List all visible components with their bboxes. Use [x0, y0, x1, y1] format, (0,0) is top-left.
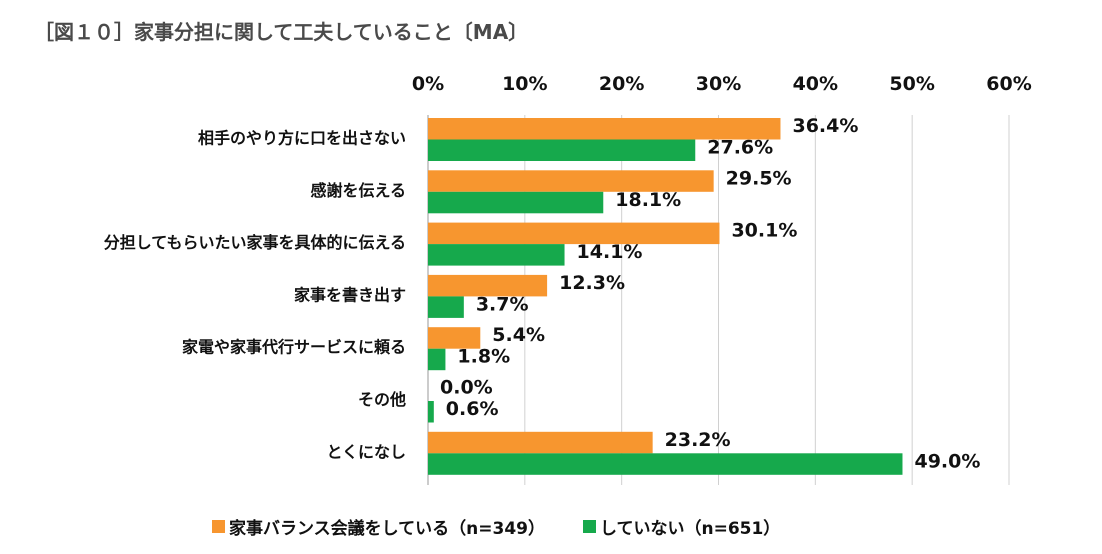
bar-series2 [428, 453, 903, 475]
bar-series1 [428, 170, 714, 192]
category-label: その他 [358, 390, 406, 409]
legend-label-series1: 家事バランス会議をしている（n=349） [229, 519, 545, 539]
data-label-series1: 5.4% [492, 324, 545, 346]
category-label: 家電や家事代行サービスに頼る [182, 338, 406, 357]
x-tick-label: 50% [889, 73, 934, 95]
bar-series1 [428, 431, 653, 454]
data-label-series1: 0.0% [440, 377, 493, 399]
data-label-series1: 36.4% [792, 115, 858, 137]
category-label: 分担してもらいたい家事を具体的に伝える [104, 233, 406, 252]
bar-series2 [428, 139, 696, 161]
x-tick-label: 0% [412, 73, 444, 95]
data-label-series1: 12.3% [559, 272, 625, 294]
bar-series2 [428, 401, 434, 423]
data-label-series2: 0.6% [446, 398, 499, 420]
bar-series1 [428, 118, 781, 140]
data-label-series2: 49.0% [914, 450, 980, 472]
category-label: とくになし [326, 442, 406, 461]
x-tick-label: 10% [502, 73, 547, 95]
x-tick-label: 40% [793, 73, 838, 95]
bar-series2 [428, 191, 604, 214]
bar-series2 [428, 296, 464, 318]
bar-series2 [428, 244, 565, 266]
legend: 家事バランス会議をしている（n=349） していない（n=651） [212, 514, 780, 539]
legend-swatch-series1 [212, 520, 225, 533]
bar-series2 [428, 348, 446, 371]
x-tick-label: 30% [696, 73, 741, 95]
legend-item-series1: 家事バランス会議をしている（n=349） [212, 514, 545, 539]
bar-series1 [428, 222, 720, 245]
data-label-series1: 30.1% [731, 220, 797, 242]
data-label-series2: 1.8% [457, 346, 510, 368]
category-label: 相手のやり方に口を出さない [198, 129, 406, 148]
chart-title: ［図１０］家事分担に関して工夫していること〔MA〕 [34, 20, 529, 44]
data-label-series2: 3.7% [476, 293, 529, 315]
category-label: 家事を書き出す [294, 285, 406, 304]
data-label-series2: 18.1% [615, 189, 681, 211]
bar-series1 [428, 327, 481, 349]
category-label: 感謝を伝える [310, 181, 406, 200]
data-label-series2: 14.1% [577, 241, 643, 263]
x-tick-label: 60% [986, 73, 1031, 95]
data-label-series1: 29.5% [726, 167, 792, 189]
legend-item-series2: していない（n=651） [582, 514, 781, 539]
bar-series1 [428, 274, 548, 297]
data-label-series1: 23.2% [665, 429, 731, 451]
legend-swatch-series2 [582, 520, 596, 533]
data-label-series2: 27.6% [707, 137, 773, 159]
legend-label-series2: していない（n=651） [599, 519, 781, 539]
x-tick-label: 20% [599, 73, 644, 95]
